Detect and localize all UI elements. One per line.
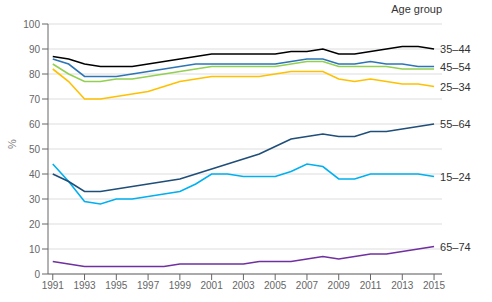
svg-text:55–64: 55–64 (440, 118, 471, 130)
svg-text:70: 70 (29, 94, 41, 105)
svg-text:1995: 1995 (105, 280, 128, 291)
svg-text:10: 10 (29, 244, 41, 255)
svg-text:1993: 1993 (73, 280, 96, 291)
svg-text:50: 50 (29, 144, 41, 155)
svg-text:2005: 2005 (264, 280, 287, 291)
svg-text:0: 0 (34, 269, 40, 280)
svg-text:90: 90 (29, 44, 41, 55)
svg-text:80: 80 (29, 69, 41, 80)
svg-text:60: 60 (29, 119, 41, 130)
svg-text:2013: 2013 (391, 280, 414, 291)
svg-text:65–74: 65–74 (440, 241, 471, 253)
svg-text:1991: 1991 (42, 280, 65, 291)
svg-text:1999: 1999 (169, 280, 192, 291)
html-text:Age group: Age group (391, 3, 442, 15)
svg-text:100: 100 (23, 19, 40, 30)
svg-text:15–24: 15–24 (440, 171, 471, 183)
svg-text:40: 40 (29, 169, 41, 180)
svg-text:2007: 2007 (296, 280, 319, 291)
svg-text:2001: 2001 (201, 280, 224, 291)
svg-text:2003: 2003 (232, 280, 255, 291)
svg-text:35–44: 35–44 (440, 43, 471, 55)
svg-text:30: 30 (29, 194, 41, 205)
svg-text:1997: 1997 (137, 280, 160, 291)
svg-text:2015: 2015 (423, 280, 446, 291)
svg-text:2011: 2011 (360, 280, 382, 291)
svg-text:25–34: 25–34 (440, 81, 471, 93)
svg-text:%: % (6, 139, 18, 149)
svg-text:20: 20 (29, 219, 41, 230)
svg-text:45–54: 45–54 (440, 61, 471, 73)
svg-text:2009: 2009 (328, 280, 351, 291)
